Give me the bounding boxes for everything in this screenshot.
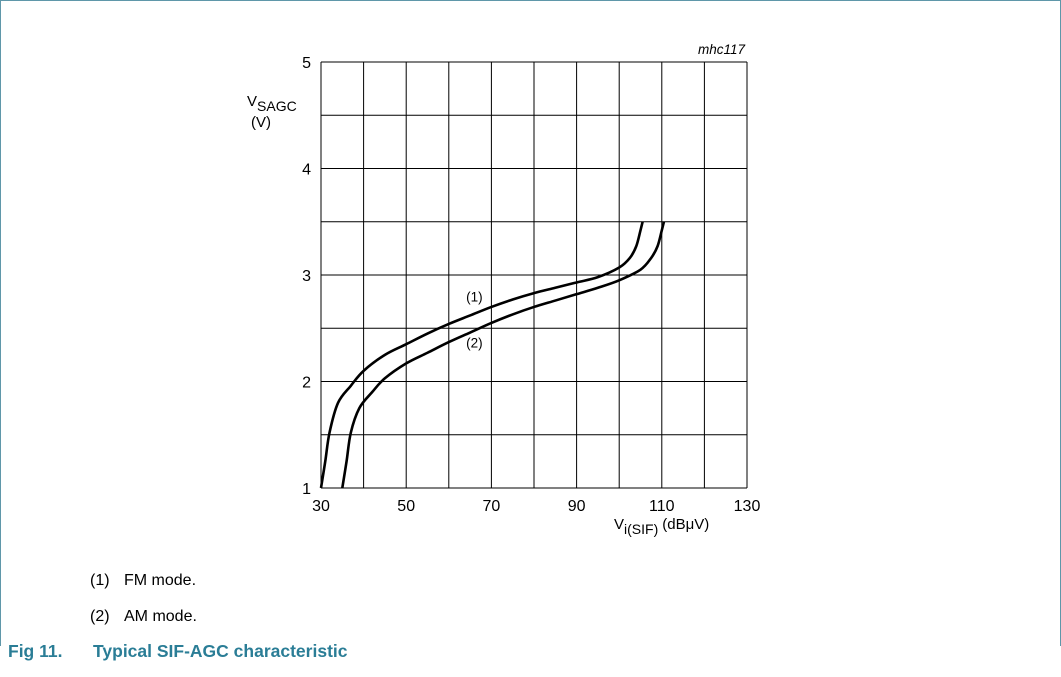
legend-text: AM mode. xyxy=(124,608,197,625)
tick-labels: 30 50 70 90 110 130 1 2 3 4 5 xyxy=(302,55,760,515)
x-tick-label: 30 xyxy=(312,498,330,515)
legend-item-1: (1) FM mode. xyxy=(90,572,196,590)
x-tick-label: 50 xyxy=(397,498,415,515)
y-tick-label: 3 xyxy=(302,268,311,285)
x-axis-label-main: V xyxy=(614,516,624,533)
x-axis-label-sub: i(SIF) xyxy=(624,521,658,537)
legend-text: FM mode. xyxy=(124,572,197,589)
legend-item-2: (2) AM mode. xyxy=(90,608,197,626)
x-tick-label: 110 xyxy=(649,498,675,515)
figure-number: Fig 11. xyxy=(8,641,63,661)
y-tick-label: 4 xyxy=(302,162,311,179)
x-axis-label: Vi(SIF) (dBμV) xyxy=(614,516,709,537)
series-line-1 xyxy=(319,221,644,489)
chart-code: mhc117 xyxy=(698,42,746,57)
series-label-2: (2) xyxy=(466,335,483,350)
legend-number: (2) xyxy=(90,608,110,625)
y-axis-unit: (V) xyxy=(251,114,271,131)
series-line-2 xyxy=(341,221,666,489)
figure-title: Typical SIF-AGC characteristic xyxy=(93,641,348,661)
x-tick-label: 90 xyxy=(568,498,586,515)
y-tick-label: 1 xyxy=(302,481,311,498)
x-axis-label-unit: (dBμV) xyxy=(662,516,709,533)
grid xyxy=(320,61,748,489)
x-tick-label: 70 xyxy=(483,498,501,515)
y-axis-label: VSAGC xyxy=(247,93,297,114)
y-axis-label-main: V xyxy=(247,93,257,110)
x-tick-label: 130 xyxy=(734,498,761,515)
series-label-1: (1) xyxy=(466,290,483,305)
figure-caption: Fig 11. Typical SIF-AGC characteristic xyxy=(8,641,348,662)
legend-number: (1) xyxy=(90,572,110,589)
y-tick-label: 2 xyxy=(302,375,311,392)
y-axis-label-sub: SAGC xyxy=(257,98,297,114)
curves: (1) (2) xyxy=(319,221,666,489)
y-tick-label: 5 xyxy=(302,55,311,72)
